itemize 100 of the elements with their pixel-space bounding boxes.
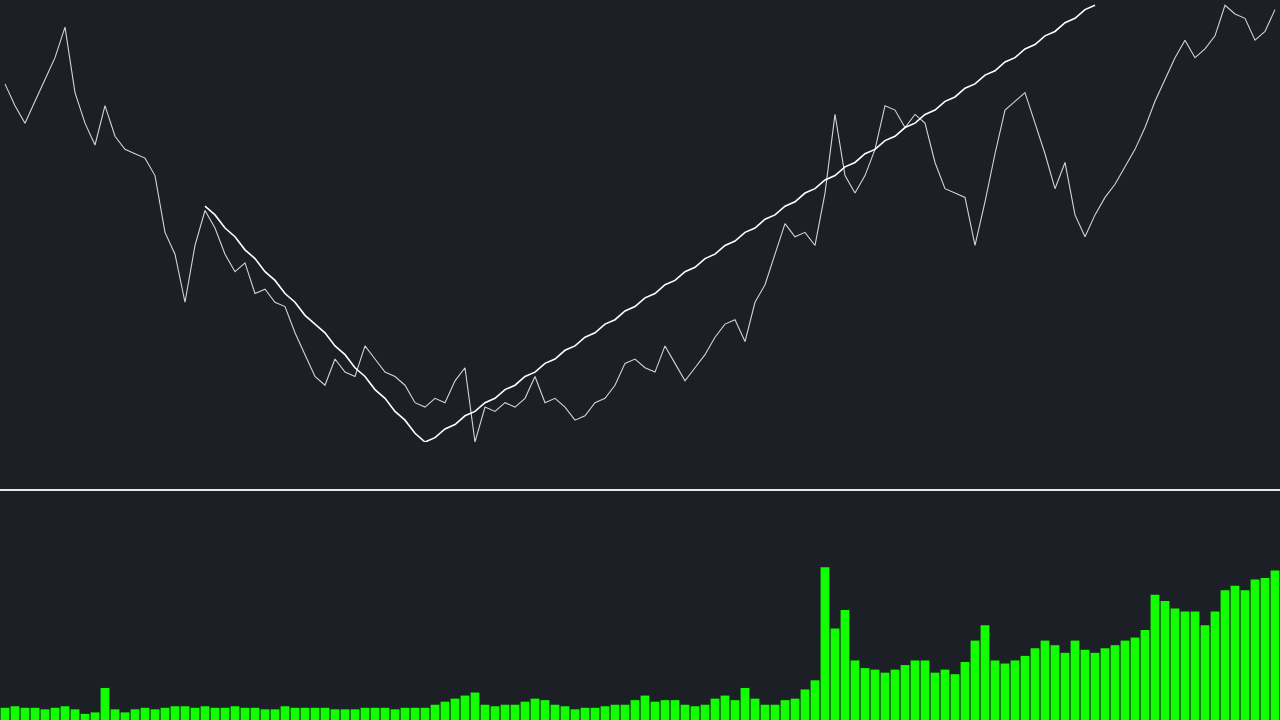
bar: [1220, 590, 1230, 720]
bar: [610, 704, 620, 720]
bar: [770, 704, 780, 720]
bar: [1240, 590, 1250, 720]
bar: [100, 687, 110, 720]
bar: [1130, 637, 1140, 720]
bar: [190, 707, 200, 720]
bar: [1050, 645, 1060, 720]
bar: [50, 707, 60, 720]
bar: [120, 712, 130, 720]
bar: [800, 689, 810, 720]
bar: [10, 706, 20, 720]
bar: [320, 707, 330, 720]
bar: [540, 700, 550, 720]
bar: [1040, 640, 1050, 720]
bar: [870, 669, 880, 720]
bar: [490, 706, 500, 720]
bar: [60, 706, 70, 720]
bar: [340, 709, 350, 720]
bar: [20, 707, 30, 720]
bar: [830, 628, 840, 720]
bar: [1140, 629, 1150, 720]
bar: [1200, 625, 1210, 720]
bar: [1180, 611, 1190, 720]
bar: [310, 707, 320, 720]
bar: [1000, 663, 1010, 720]
bar: [1170, 608, 1180, 720]
bar: [970, 640, 980, 720]
bar: [930, 672, 940, 720]
bar: [730, 700, 740, 720]
bar: [850, 660, 860, 720]
bar: [820, 567, 830, 720]
bar: [230, 706, 240, 720]
bar: [410, 707, 420, 720]
bar: [620, 704, 630, 720]
bar: [860, 668, 870, 720]
bar: [140, 707, 150, 720]
bar: [670, 700, 680, 720]
bar: [780, 700, 790, 720]
bar: [250, 707, 260, 720]
bar: [1210, 611, 1220, 720]
bar: [30, 707, 40, 720]
bar: [920, 660, 930, 720]
bar: [890, 669, 900, 720]
bar: [990, 660, 1000, 720]
bar: [390, 709, 400, 720]
bar: [960, 661, 970, 720]
bar: [180, 706, 190, 720]
bar: [510, 704, 520, 720]
bar: [90, 712, 100, 720]
bar: [880, 672, 890, 720]
bar: [1010, 660, 1020, 720]
bar: [170, 706, 180, 720]
bar: [420, 707, 430, 720]
bar: [760, 704, 770, 720]
bar: [1230, 585, 1240, 720]
bar: [630, 700, 640, 720]
bar: [1090, 652, 1100, 720]
bar: [220, 707, 230, 720]
bar: [40, 709, 50, 720]
bar: [360, 707, 370, 720]
bar: [210, 707, 220, 720]
bar: [260, 709, 270, 720]
bar: [300, 707, 310, 720]
bar: [200, 706, 210, 720]
bar: [400, 707, 410, 720]
bar: [560, 706, 570, 720]
bar: [600, 706, 610, 720]
bar: [500, 704, 510, 720]
bar: [110, 709, 120, 720]
bar: [1250, 579, 1260, 720]
bar: [150, 709, 160, 720]
bar: [350, 709, 360, 720]
bar: [580, 707, 590, 720]
bar: [940, 669, 950, 720]
bar: [690, 706, 700, 720]
bar: [0, 707, 10, 720]
bar: [1080, 649, 1090, 720]
bar: [480, 704, 490, 720]
bar: [290, 707, 300, 720]
bar: [240, 707, 250, 720]
bar: [330, 709, 340, 720]
bar: [740, 687, 750, 720]
bar: [380, 707, 390, 720]
bar: [840, 610, 850, 720]
bar: [700, 704, 710, 720]
bar: [130, 709, 140, 720]
bar: [370, 707, 380, 720]
bar: [1150, 594, 1160, 720]
bar: [660, 700, 670, 720]
bar: [270, 709, 280, 720]
bar: [810, 680, 820, 720]
bar: [910, 660, 920, 720]
bar: [1030, 648, 1040, 720]
bar: [430, 704, 440, 720]
bar: [70, 709, 80, 720]
bar: [1060, 652, 1070, 720]
bar: [1190, 611, 1200, 720]
bar: [1020, 655, 1030, 720]
bar: [590, 707, 600, 720]
